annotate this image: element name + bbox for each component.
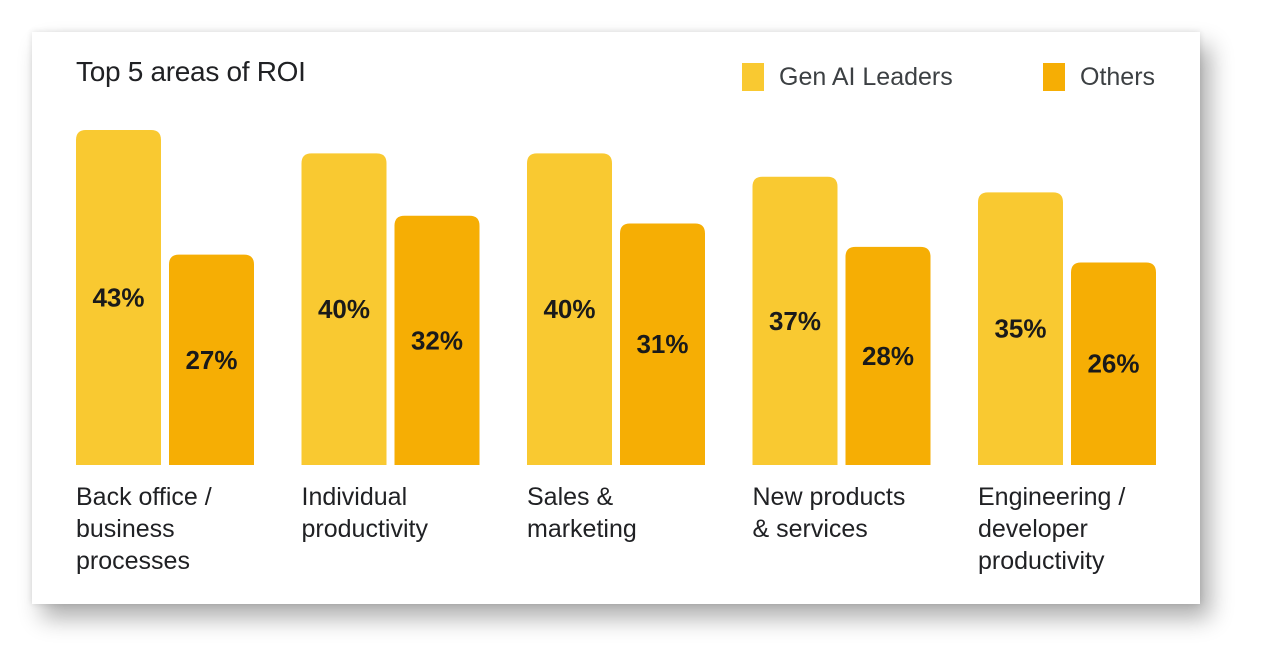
- legend-swatch-others: [1043, 63, 1065, 91]
- bar-gen-ai-leaders-2: [527, 153, 612, 465]
- data-label-others-0: 27%: [185, 345, 237, 375]
- bar-gen-ai-leaders-1: [301, 153, 387, 465]
- bar-others-2: [620, 223, 705, 465]
- legend-label-others: Others: [1080, 62, 1156, 91]
- bar-gen-ai-leaders-0: [76, 130, 161, 465]
- category-label-line: business: [76, 515, 175, 543]
- legend-label-gen-ai-leaders: Gen AI Leaders: [779, 62, 953, 91]
- category-label-1: Individual productivity: [302, 481, 502, 545]
- category-label-line: productivity: [978, 547, 1105, 575]
- category-label-line: Engineering /: [978, 483, 1126, 511]
- data-label-others-2: 31%: [636, 329, 688, 359]
- data-label-others-3: 28%: [862, 341, 914, 371]
- bar-others-0: [169, 254, 254, 465]
- data-label-gen-ai-leaders-2: 40%: [543, 294, 595, 324]
- bar-others-3: [845, 246, 931, 465]
- data-label-gen-ai-leaders-1: 40%: [318, 294, 370, 324]
- bar-gen-ai-leaders-3: [752, 176, 838, 465]
- category-label-line: developer: [978, 515, 1088, 543]
- bar-chart: 43% 27% 40% 32% 40% 31% 37% 28% 35% 26%: [76, 130, 1156, 466]
- bar-others-1: [394, 215, 480, 465]
- category-label-line: New products: [752, 483, 906, 511]
- category-label-line: processes: [76, 547, 190, 575]
- category-label-line: Individual: [301, 483, 408, 511]
- category-label-0: Back office / business processes: [76, 481, 276, 577]
- chart-title: Top 5 areas of ROI: [76, 56, 306, 87]
- category-label-line: & services: [752, 515, 868, 543]
- data-label-others-4: 26%: [1087, 349, 1139, 379]
- legend-swatch-gen-ai-leaders: [742, 63, 764, 91]
- data-label-gen-ai-leaders-0: 43%: [92, 283, 144, 313]
- bar-others-4: [1071, 262, 1156, 465]
- category-label-4: Engineering / developer productivity: [978, 481, 1178, 577]
- category-label-3: New products & services: [753, 481, 953, 545]
- data-label-others-1: 32%: [411, 325, 463, 355]
- category-label-line: marketing: [527, 515, 637, 543]
- category-label-line: Back office /: [76, 483, 212, 511]
- category-label-2: Sales & marketing: [527, 481, 727, 545]
- category-label-line: productivity: [301, 515, 428, 543]
- data-label-gen-ai-leaders-3: 37%: [769, 306, 821, 336]
- data-label-gen-ai-leaders-4: 35%: [994, 314, 1046, 344]
- bar-gen-ai-leaders-4: [978, 192, 1063, 466]
- category-label-line: Sales &: [527, 483, 614, 511]
- legend-item-others: Others: [1043, 63, 1155, 91]
- legend-item-gen-ai-leaders: Gen AI Leaders: [742, 63, 953, 91]
- chart-card: Top 5 areas of ROI Gen AI Leaders Others…: [32, 32, 1200, 604]
